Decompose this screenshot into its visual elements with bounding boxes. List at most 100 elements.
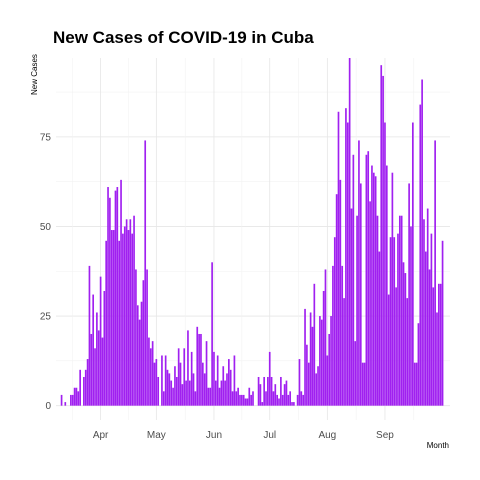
bar <box>231 391 234 406</box>
bar <box>434 140 436 406</box>
bar <box>133 215 135 406</box>
bar <box>88 265 91 406</box>
bar <box>127 230 130 406</box>
bar <box>372 172 375 406</box>
bar <box>398 215 401 406</box>
bar <box>380 65 383 406</box>
bar <box>397 233 399 406</box>
bar <box>404 273 407 406</box>
bar <box>287 394 290 406</box>
bar <box>248 387 251 406</box>
bar <box>187 330 189 406</box>
bar <box>241 394 243 406</box>
bar <box>250 394 252 406</box>
x-tick-label: Jul <box>263 430 276 441</box>
bar <box>259 384 262 406</box>
bar <box>218 387 221 406</box>
bar <box>335 194 338 406</box>
bar <box>391 172 394 406</box>
bar <box>84 369 87 406</box>
bar <box>278 398 280 406</box>
bar <box>369 201 371 406</box>
bar <box>216 355 219 406</box>
bar <box>350 208 353 406</box>
bar <box>90 333 93 406</box>
bar <box>244 398 247 406</box>
bar <box>363 362 366 406</box>
bar <box>83 376 85 406</box>
bar <box>365 154 368 406</box>
bar <box>302 394 305 406</box>
bar <box>298 359 301 406</box>
bar <box>229 369 232 406</box>
bar <box>345 108 347 406</box>
bar <box>101 337 104 406</box>
bar <box>239 394 241 406</box>
bar <box>274 384 277 406</box>
bar <box>109 197 111 406</box>
y-tick-label: 25 <box>40 312 52 323</box>
bar <box>214 380 217 406</box>
bar <box>315 373 318 406</box>
bar <box>337 111 340 406</box>
bar <box>131 233 134 406</box>
bar <box>224 380 226 406</box>
bar <box>148 337 150 406</box>
bar <box>213 351 215 406</box>
bar <box>79 369 81 406</box>
bar <box>70 394 72 406</box>
bar <box>356 215 358 406</box>
bar <box>319 316 321 406</box>
bar <box>161 355 163 406</box>
bar <box>211 262 213 406</box>
bar <box>123 226 126 406</box>
bar <box>428 269 431 406</box>
bar <box>125 219 128 406</box>
bar <box>110 230 113 406</box>
x-tick-labels: Apr May Jun Jul Aug Sep <box>93 430 394 441</box>
bar <box>374 176 377 406</box>
bar <box>358 140 360 406</box>
bar <box>246 398 249 406</box>
chart-title: New Cases of COVID-19 in Cuba <box>53 28 314 47</box>
bar <box>188 380 191 406</box>
bar <box>179 362 182 406</box>
bar <box>237 387 239 406</box>
bar <box>226 373 228 406</box>
bar <box>209 387 212 406</box>
bar <box>252 391 254 406</box>
bar <box>135 269 137 406</box>
bar <box>313 283 316 406</box>
bar <box>103 290 106 406</box>
bar <box>129 219 132 406</box>
bar <box>181 384 184 406</box>
bar <box>439 283 442 406</box>
bar <box>228 359 230 406</box>
bar <box>183 348 186 406</box>
bar <box>359 183 362 406</box>
bar <box>270 376 273 406</box>
bar <box>155 359 158 406</box>
bar <box>426 208 429 406</box>
bar <box>203 373 206 406</box>
bar <box>261 402 264 406</box>
bar <box>73 387 76 406</box>
bar <box>233 355 236 406</box>
bar <box>343 298 345 406</box>
bar <box>112 230 115 406</box>
x-axis-label: Month <box>427 441 449 450</box>
bar <box>162 391 165 406</box>
bar <box>107 187 109 406</box>
bar <box>60 394 63 406</box>
bar <box>419 104 422 406</box>
bar <box>263 376 265 406</box>
bar <box>94 348 96 406</box>
bar <box>406 298 409 406</box>
bar <box>306 344 308 406</box>
bar <box>346 122 349 406</box>
bar <box>348 58 351 406</box>
y-tick-labels: 0 25 50 75 <box>40 132 52 412</box>
bar <box>120 179 122 406</box>
bar <box>168 373 171 406</box>
